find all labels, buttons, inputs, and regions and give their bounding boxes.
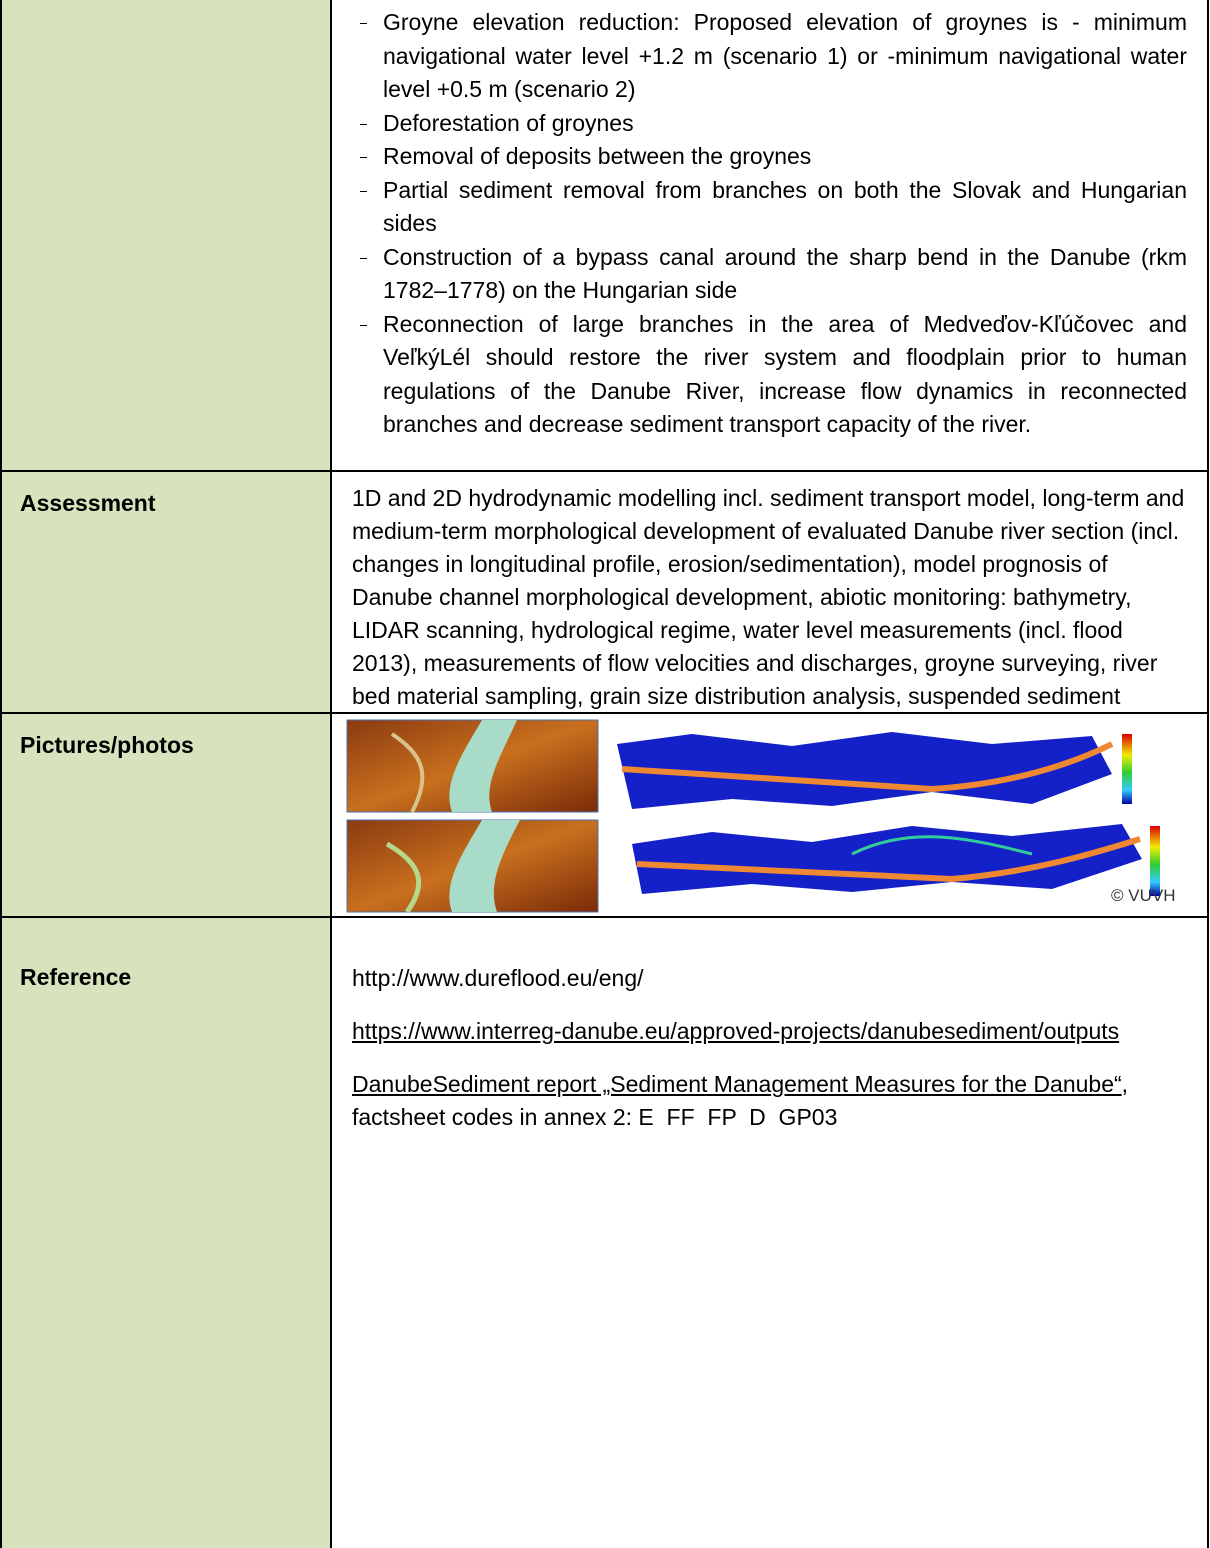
content-cell: 1D and 2D hydrodynamic modelling incl. s… [332, 472, 1209, 712]
image-credit: © VUVH [1111, 886, 1175, 906]
row-label: Reference [20, 964, 131, 991]
reference: http://www.dureflood.eu/eng/ [332, 962, 1207, 995]
measure-item: Deforestation of groynes [360, 107, 1187, 141]
measure-list: Groyne elevation reduction: Proposed ele… [332, 0, 1207, 442]
measure-item: Reconnection of large branches in the ar… [360, 308, 1187, 442]
velocity-image [617, 732, 1132, 809]
content-cell: © VUVH [332, 714, 1209, 916]
page: Measure factsheet html, body { margin: 0… [0, 0, 1210, 1548]
reference: https://www.interreg-danube.eu/approved-… [332, 1015, 1207, 1048]
row-label: Pictures/photos [20, 732, 194, 759]
measure-item: Partial sediment removal from branches o… [360, 174, 1187, 241]
reference-row: Reference http://www.dureflood.eu/eng/ h… [0, 918, 1209, 1548]
assessment-text: 1D and 2D hydrodynamic modelling incl. s… [332, 472, 1207, 746]
assessment-row: Assessment 1D and 2D hydrodynamic modell… [0, 472, 1209, 714]
measures-row: Groyne elevation reduction: Proposed ele… [0, 0, 1209, 472]
label-cell: Reference [0, 918, 332, 1548]
label-cell: Pictures/photos [0, 714, 332, 916]
label-cell: Assessment [0, 472, 332, 712]
body: {"rows":[ {"bullets":[ "Groyne elevation… [0, 0, 1210, 1548]
reference-link[interactable]: DanubeSediment report „Sediment Manageme… [352, 1071, 1122, 1097]
model-images [332, 714, 1202, 914]
measure-item: Groyne elevation reduction: Proposed ele… [360, 6, 1187, 107]
row-label: Assessment [20, 490, 156, 517]
velocity-image [632, 824, 1160, 896]
reference-link[interactable]: https://www.interreg-danube.eu/approved-… [352, 1018, 1119, 1044]
content-cell: http://www.dureflood.eu/eng/ https://www… [332, 918, 1209, 1548]
reference: DanubeSediment report „Sediment Manageme… [332, 1068, 1207, 1134]
content-cell: Groyne elevation reduction: Proposed ele… [332, 0, 1209, 470]
factsheet-table: Groyne elevation reduction: Proposed ele… [0, 0, 1210, 1548]
label-cell [0, 0, 332, 470]
terrain-image [347, 820, 598, 912]
measure-item: Construction of a bypass canal around th… [360, 241, 1187, 308]
terrain-image [347, 720, 598, 812]
pictures-row: Pictures/photos [0, 714, 1209, 918]
measure-item: Removal of deposits between the groynes [360, 140, 1187, 174]
